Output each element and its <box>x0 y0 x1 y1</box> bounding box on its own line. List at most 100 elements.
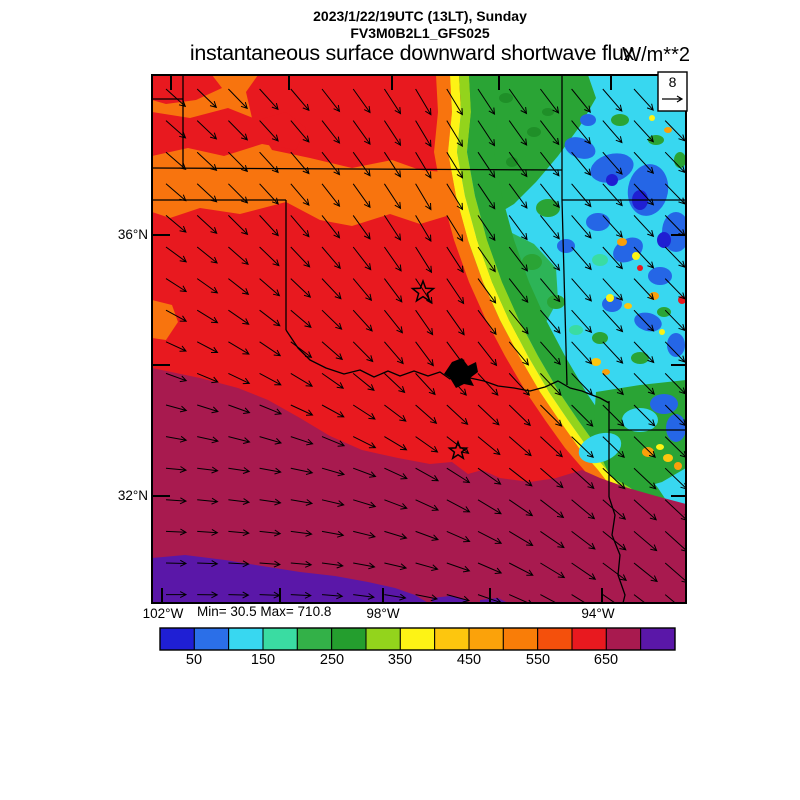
wind-arrow <box>446 246 464 274</box>
wind-arrow <box>664 562 686 583</box>
wind-arrow <box>321 120 341 144</box>
wind-arrow <box>446 88 463 116</box>
wind-arrow <box>446 373 467 396</box>
wind-arrow <box>571 246 592 271</box>
wind-arrow <box>321 215 341 239</box>
wind-arrow <box>321 404 345 418</box>
wind-arrow <box>571 88 591 113</box>
wind-arrow <box>571 467 595 490</box>
wind-arrow <box>259 404 283 415</box>
blue-cloud-patch <box>557 239 575 253</box>
wind-arrow <box>446 594 471 603</box>
colorbar-segment <box>159 627 195 651</box>
wind-arrow <box>165 341 187 352</box>
wind-arrow <box>664 151 686 174</box>
wind-arrow <box>571 436 594 459</box>
wind-arrow <box>352 151 371 177</box>
wind-arrow <box>165 559 188 567</box>
wind-reference-arrow-icon <box>662 95 684 103</box>
warm-spot <box>664 127 672 133</box>
colorbar-segment <box>468 627 504 651</box>
colorbar-label-150: 150 <box>250 652 276 668</box>
lon-label-102w: 102°W <box>142 606 184 621</box>
teal-speckle <box>592 254 608 266</box>
wind-arrow <box>602 499 627 520</box>
state-border-line <box>152 167 563 171</box>
wind-arrow <box>352 183 371 209</box>
wind-arrow <box>477 530 503 544</box>
wind-arrow <box>165 151 187 171</box>
colorbar-segment <box>605 627 642 651</box>
wind-arrow <box>259 372 282 386</box>
wind-arrow <box>415 373 436 396</box>
wind-arrow <box>384 341 404 365</box>
wind-arrow <box>290 309 312 328</box>
wind-arrow <box>477 246 496 273</box>
wind-arrow <box>228 372 251 385</box>
wind-arrow <box>321 88 341 113</box>
wind-arrow <box>353 562 376 570</box>
wind-arrow <box>352 215 371 240</box>
wind-arrow <box>259 436 283 445</box>
wind-arrow <box>477 467 502 485</box>
wind-arrow <box>508 183 528 209</box>
wind-arrow <box>290 183 310 206</box>
wind-arrow <box>321 530 345 538</box>
wind-arrow <box>352 436 377 449</box>
wind-arrow <box>446 309 465 336</box>
colorbar-label-450: 450 <box>456 652 482 668</box>
wind-arrow <box>415 309 434 336</box>
wind-arrow <box>446 151 464 179</box>
wind-arrow <box>477 183 496 210</box>
wind-arrow <box>446 404 469 426</box>
wind-arrow <box>415 246 433 274</box>
wind-arrow <box>352 341 374 363</box>
wind-arrow <box>633 278 655 301</box>
wind-arrow <box>446 278 465 305</box>
green-speckle <box>558 90 578 102</box>
green-speckle <box>592 332 608 344</box>
wind-arrow <box>415 594 439 602</box>
wind-arrow <box>384 404 407 422</box>
wind-arrow <box>508 373 531 396</box>
wind-arrow <box>540 436 563 458</box>
wind-arrow <box>228 404 251 414</box>
wind-arrow <box>383 88 402 115</box>
flux-region-red-band-left <box>152 108 306 156</box>
wind-arrow <box>602 404 625 427</box>
wind-arrow <box>228 215 249 236</box>
wind-arrow <box>633 531 658 552</box>
wind-arrow <box>321 183 341 208</box>
wind-arrow <box>383 215 402 241</box>
wind-arrow <box>197 404 219 414</box>
wind-arrow <box>290 404 314 416</box>
wind-arrow <box>446 530 471 543</box>
wind-arrow <box>477 278 497 304</box>
wind-arrow <box>664 309 686 332</box>
wind-arrow <box>633 404 656 427</box>
wind-arrow <box>197 436 219 444</box>
map-frame <box>151 74 687 604</box>
wind-arrow <box>571 151 592 176</box>
wind-arrow <box>321 278 342 300</box>
wind-arrow <box>165 528 188 536</box>
flux-region-purple-fringe <box>432 596 468 603</box>
wind-arrow <box>384 373 406 394</box>
wind-arrow <box>571 183 592 208</box>
wind-arrow <box>352 404 376 420</box>
wind-arrow <box>540 594 563 603</box>
wind-arrow <box>415 88 432 116</box>
wind-arrow <box>321 372 345 389</box>
wind-arrow <box>321 246 341 270</box>
wind-arrow <box>353 593 375 600</box>
wind-arrow <box>321 592 344 600</box>
wind-arrow <box>196 151 218 172</box>
wind-arrow <box>384 593 407 601</box>
wind-arrow <box>477 562 503 574</box>
wind-arrow <box>571 404 594 427</box>
wind-arrow <box>165 120 187 139</box>
wind-arrow <box>540 215 560 240</box>
wind-arrow <box>602 309 624 333</box>
warm-spot <box>602 369 610 375</box>
